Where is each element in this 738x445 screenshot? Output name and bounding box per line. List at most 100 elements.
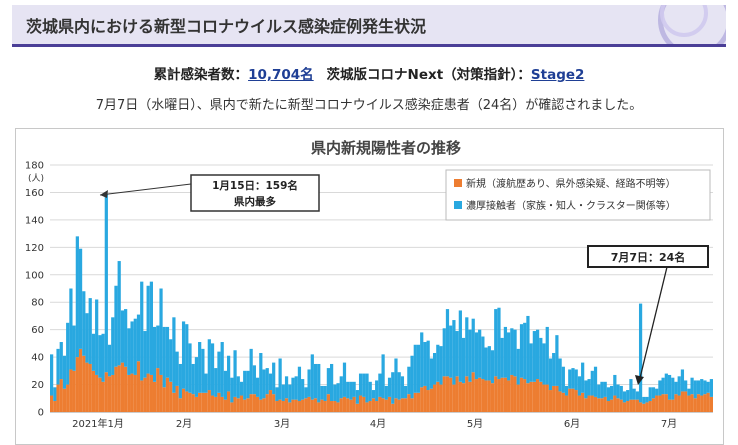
bar-contact [149,281,153,375]
bar-contact [368,381,372,402]
bar-new [120,362,125,412]
bar-new [680,391,685,412]
bar-new [590,395,594,412]
cumulative-count-link[interactable]: 10,704名 [248,67,314,83]
bar-new [288,402,292,412]
bar-new [339,398,343,412]
bar-new [613,395,617,412]
bar-contact [381,354,385,399]
bar-new [217,392,221,412]
bar-contact [371,390,376,399]
bar-contact [124,309,128,367]
bar-new [91,370,96,412]
stage-link[interactable]: Stage2 [530,67,585,83]
bar-new [56,384,60,412]
bar-new [236,398,240,412]
bar-contact [159,288,163,375]
bar-contact [220,342,224,397]
bar-contact [175,351,179,386]
bar-new [53,401,57,412]
y-axis-label: (人) [28,173,44,184]
x-tick-label: 4月 [370,418,386,430]
bar-new [664,394,668,412]
bar-new [262,398,266,412]
bar-contact [284,376,289,399]
bar-new [571,388,575,412]
bar-contact [513,329,517,377]
bar-contact [330,363,334,402]
bar-new [413,392,417,412]
bar-contact [597,384,601,399]
bar-new [581,392,585,412]
bar-contact [436,344,440,382]
bar-new [214,396,218,412]
y-tick-label: 0 [38,408,44,419]
bar-contact [619,385,623,400]
bar-contact [69,288,73,370]
bar-new [333,401,337,412]
bar-contact [616,384,620,399]
latest-arrowhead [635,375,644,385]
bar-contact [62,355,67,389]
bar-contact [510,328,514,375]
bar-new [88,363,92,412]
bar-contact [655,388,659,396]
bar-new [661,394,665,412]
bar-new [101,381,105,412]
bar-new [600,398,604,412]
bar-new [201,392,205,412]
bar-new [355,403,359,412]
bar-contact [432,352,437,385]
bar-contact [336,383,340,403]
bar-contact [188,343,192,393]
bar-new [152,381,157,412]
peak-arrowhead [100,190,108,198]
bar-contact [494,309,498,377]
bar-contact [426,340,430,391]
bar-contact [706,381,710,393]
next-label: 茨城版コロナNext（対策指針）： [326,67,531,83]
bar-contact [165,326,170,378]
bar-new [133,374,137,412]
bar-contact [449,325,453,378]
bar-contact [529,343,533,382]
bar-contact [140,281,144,381]
bar-contact [185,324,189,392]
bar-contact [664,373,668,395]
bar-contact [581,362,585,393]
bar-contact [468,329,472,382]
bar-contact [593,366,598,397]
bar-contact [658,380,662,396]
bar-new [194,396,199,412]
bar-contact [404,385,408,399]
bar-new [658,395,662,412]
bar-new [642,403,646,412]
bar-contact [632,388,636,400]
bar-new [127,374,131,412]
bar-new [494,376,498,412]
y-tick-label: 40 [31,353,44,364]
bar-new [484,380,488,412]
bar-contact [362,373,366,397]
bar-contact [214,368,218,397]
bar-new [330,401,334,412]
bar-contact [98,335,102,378]
bar-contact [590,370,594,396]
bar-contact [622,391,627,403]
bar-contact [233,350,237,397]
legend-swatch-new [454,179,462,187]
bar-contact [107,344,112,377]
bar-new [143,377,147,412]
bar-new [301,399,305,412]
bar-new [252,394,256,412]
bar-new [59,379,63,412]
bar-contact [223,370,228,400]
bar-contact [50,354,54,396]
bar-new [587,395,591,412]
bar-contact [217,351,221,393]
bar-new [72,370,76,412]
legend-label-contact: 濃厚接触者（家族・知人・クラスター関係等） [466,199,676,212]
bar-contact [78,248,83,349]
bar-new [597,398,601,412]
bar-contact [474,332,479,380]
